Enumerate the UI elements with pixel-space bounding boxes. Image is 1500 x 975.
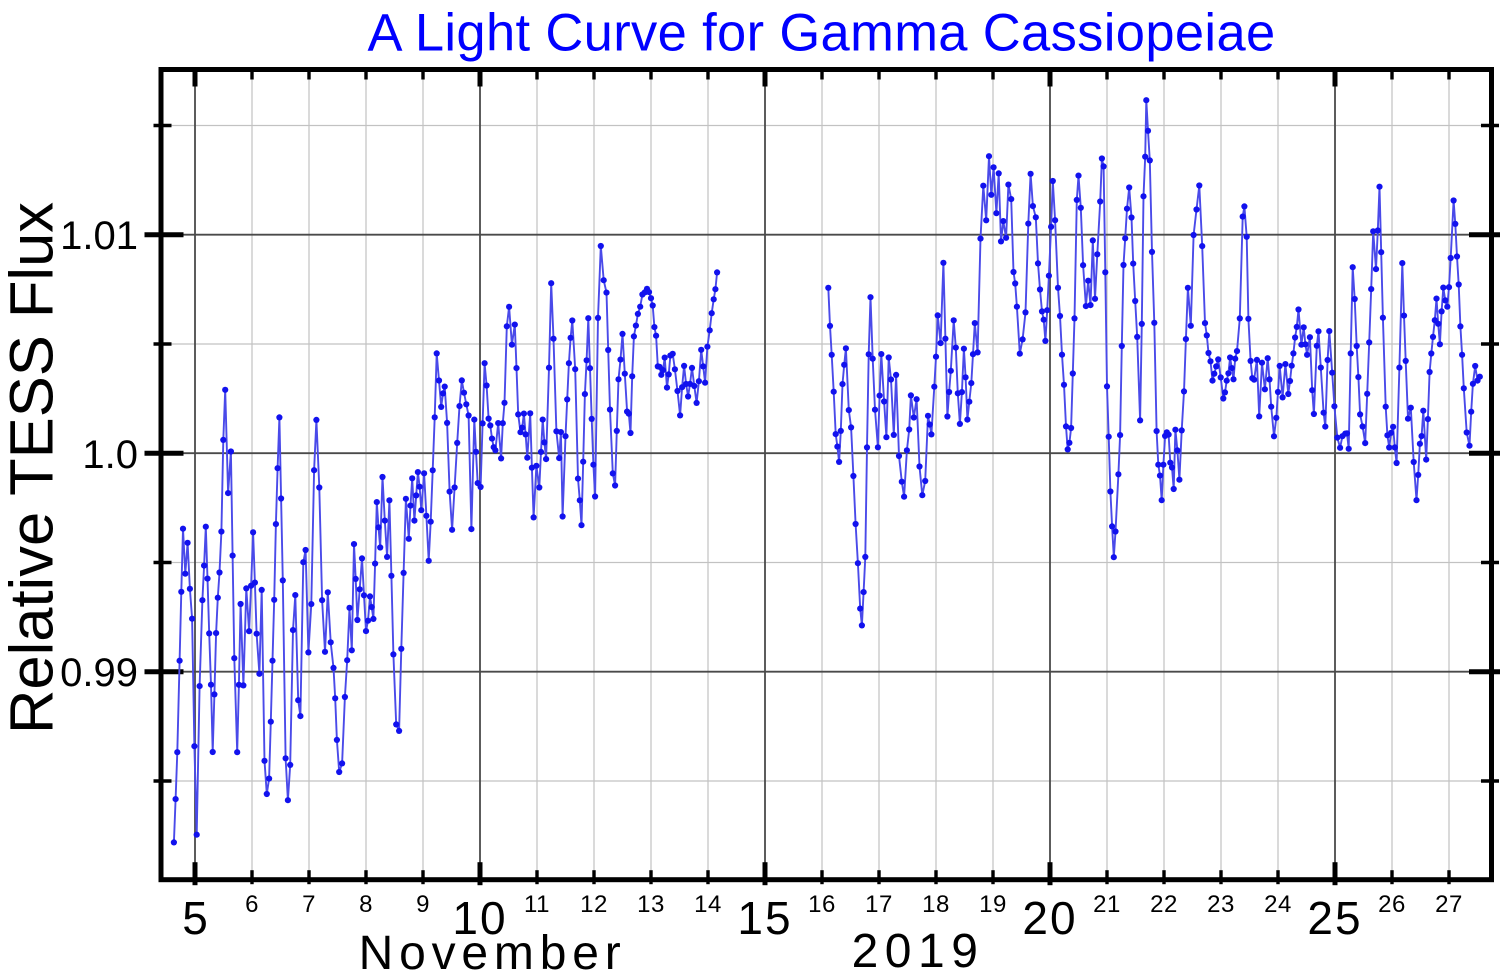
svg-text:5: 5: [182, 892, 208, 944]
svg-text:6: 6: [245, 891, 259, 918]
svg-text:0.99: 0.99: [60, 651, 138, 695]
svg-text:Relative TESS Flux: Relative TESS Flux: [0, 202, 67, 734]
svg-text:23: 23: [1207, 891, 1235, 918]
svg-text:November: November: [359, 927, 627, 975]
svg-text:13: 13: [637, 891, 665, 918]
svg-text:10: 10: [452, 892, 507, 944]
svg-text:8: 8: [359, 891, 373, 918]
svg-text:20: 20: [1022, 892, 1077, 944]
svg-text:21: 21: [1093, 891, 1121, 918]
svg-text:7: 7: [302, 891, 316, 918]
svg-text:16: 16: [808, 891, 836, 918]
svg-text:1.0: 1.0: [82, 433, 138, 477]
svg-text:2019: 2019: [852, 925, 985, 975]
svg-text:9: 9: [416, 891, 430, 918]
svg-text:1.01: 1.01: [60, 214, 138, 258]
svg-text:22: 22: [1150, 891, 1178, 918]
svg-text:26: 26: [1378, 891, 1406, 918]
svg-text:19: 19: [979, 891, 1007, 918]
svg-text:18: 18: [922, 891, 950, 918]
svg-text:17: 17: [865, 891, 893, 918]
svg-text:25: 25: [1307, 892, 1362, 944]
svg-text:11: 11: [524, 891, 550, 918]
svg-text:15: 15: [737, 892, 792, 944]
svg-text:A Light Curve for Gamma Cassio: A Light Curve for Gamma Cassiopeiae: [367, 4, 1275, 63]
svg-text:24: 24: [1264, 891, 1292, 918]
svg-text:12: 12: [580, 891, 608, 918]
svg-text:27: 27: [1435, 891, 1463, 918]
svg-text:14: 14: [694, 891, 722, 918]
